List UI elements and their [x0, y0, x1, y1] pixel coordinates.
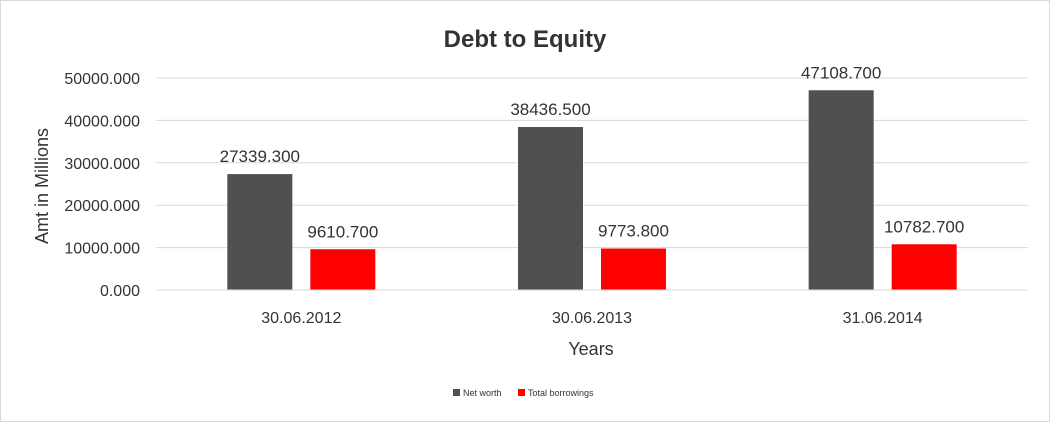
data-label: 10782.700: [884, 217, 964, 236]
bar: [227, 174, 293, 290]
data-labels: 27339.300 9610.700 38436.500 9773.800 47108.…: [220, 63, 965, 241]
y-tick-label: 10000.000: [64, 241, 140, 258]
x-tick-label: 30.06.2013: [552, 310, 632, 327]
y-tick-label: 0.000: [100, 283, 140, 300]
y-tick-label: 30000.000: [64, 156, 140, 173]
data-label: 38436.500: [510, 100, 590, 119]
legend: Net worth Total borrowings: [453, 388, 594, 398]
y-tick-label: 50000.000: [64, 71, 140, 88]
bars: [156, 90, 1028, 291]
bar: [518, 127, 583, 291]
legend-label: Net worth: [463, 388, 502, 398]
x-axis-title: Years: [568, 339, 613, 359]
y-tick-label: 20000.000: [64, 198, 140, 215]
x-tick-label: 30.06.2012: [261, 310, 341, 327]
bar: [601, 248, 666, 290]
legend-swatch: [453, 389, 460, 396]
data-label: 9610.700: [307, 222, 378, 241]
y-axis-ticks: 0.000 10000.000 20000.000 30000.000 40000.00…: [64, 71, 140, 300]
x-axis-ticks: 30.06.2012 30.06.2013 31.06.2014: [261, 310, 923, 327]
data-label: 47108.700: [801, 63, 881, 82]
x-tick-label: 31.06.2014: [843, 310, 923, 327]
bar: [808, 90, 874, 290]
data-label: 27339.300: [220, 147, 300, 166]
chart-title: Debt to Equity: [444, 26, 607, 53]
bar: [891, 244, 957, 290]
legend-swatch: [518, 389, 525, 396]
legend-label: Total borrowings: [528, 388, 594, 398]
data-label: 9773.800: [598, 222, 669, 241]
bar: [310, 249, 376, 290]
y-axis-title: Amt in Millions: [32, 128, 52, 244]
y-tick-label: 40000.000: [64, 113, 140, 130]
